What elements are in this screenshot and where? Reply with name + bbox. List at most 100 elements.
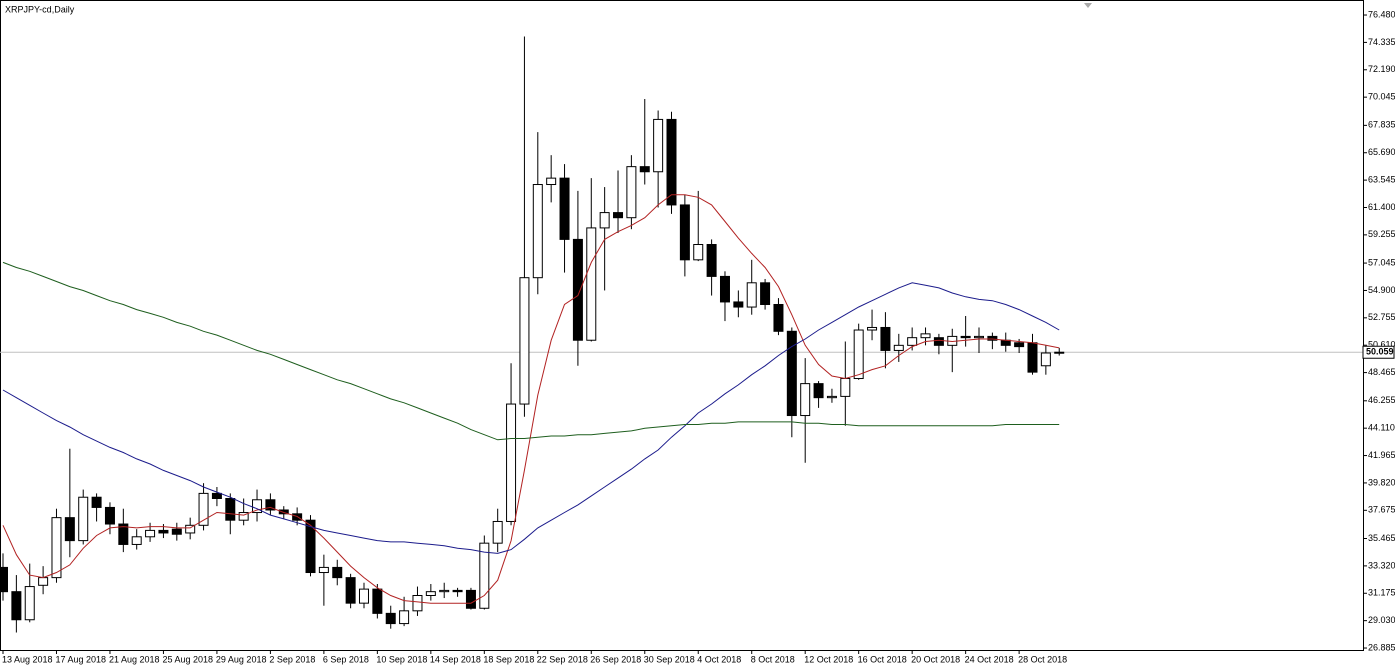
x-tick-label: 18 Sep 2018 — [483, 654, 534, 664]
y-tick-label: 72.190 — [1368, 64, 1395, 74]
candle-body — [131, 536, 142, 545]
candle-body — [693, 244, 704, 261]
x-tick-label: 30 Sep 2018 — [644, 654, 695, 664]
y-tick-label: 29.030 — [1368, 615, 1395, 625]
candle-body — [853, 329, 864, 380]
plot-frame — [0, 0, 1364, 651]
y-tick-label: 48.465 — [1368, 367, 1395, 377]
candle-body — [1054, 351, 1065, 354]
candle-body — [0, 566, 8, 593]
candle-body — [546, 177, 557, 186]
x-tick-label: 21 Aug 2018 — [109, 654, 160, 664]
candle-body — [385, 612, 396, 625]
y-tick-label: 44.110 — [1368, 423, 1395, 433]
y-tick-label: 61.400 — [1368, 202, 1395, 212]
x-tick-label: 13 Aug 2018 — [2, 654, 53, 664]
y-tick-label: 74.335 — [1368, 37, 1395, 47]
candle-body — [425, 591, 436, 597]
y-tick-label: 50.610 — [1368, 340, 1395, 350]
candle-body — [51, 517, 62, 579]
candle-body — [974, 335, 985, 339]
y-tick-label: 52.755 — [1368, 312, 1395, 322]
y-tick-label: 54.900 — [1368, 285, 1395, 295]
candle-body — [91, 496, 102, 508]
candle-body — [265, 499, 276, 511]
candle-body — [104, 506, 115, 525]
candle-body — [198, 492, 209, 526]
candle-body — [666, 118, 677, 206]
candle-body — [599, 212, 610, 229]
candle-body — [773, 303, 784, 332]
x-tick-label: 20 Oct 2018 — [911, 654, 960, 664]
x-tick-label: 4 Oct 2018 — [697, 654, 741, 664]
candle-body — [358, 588, 369, 604]
candle-body — [399, 610, 410, 625]
y-tick-label: 39.820 — [1368, 477, 1395, 487]
y-tick-label: 37.675 — [1368, 505, 1395, 515]
candle-body — [24, 586, 35, 621]
candle-body — [933, 337, 944, 346]
candle-body — [372, 588, 383, 614]
x-tick-label: 12 Oct 2018 — [804, 654, 853, 664]
candle-body — [760, 282, 771, 305]
candle-body — [613, 212, 624, 219]
candle-body — [987, 335, 998, 341]
x-tick-label: 10 Sep 2018 — [376, 654, 427, 664]
candle-body — [171, 528, 182, 535]
x-tick-label: 8 Oct 2018 — [751, 654, 795, 664]
y-tick-label: 46.255 — [1368, 395, 1395, 405]
x-tick-label: 29 Aug 2018 — [216, 654, 267, 664]
y-tick-label: 65.690 — [1368, 147, 1395, 157]
candle-body — [920, 333, 931, 339]
moving-average — [2, 282, 1060, 554]
candle-body — [1014, 342, 1025, 348]
candle-body — [960, 335, 971, 339]
candle-body — [11, 591, 22, 621]
candle-body — [826, 395, 837, 399]
candle-body — [586, 227, 597, 341]
candle-body — [679, 204, 690, 261]
y-tick-label: 26.885 — [1368, 642, 1395, 652]
candle-body — [318, 566, 329, 574]
y-tick-label: 76.480 — [1368, 9, 1395, 19]
x-tick-label: 16 Oct 2018 — [858, 654, 907, 664]
y-tick-label: 41.965 — [1368, 450, 1395, 460]
candle-body — [118, 523, 129, 545]
x-tick-label: 14 Sep 2018 — [430, 654, 481, 664]
candle-body — [64, 517, 75, 542]
candle-body — [332, 566, 343, 579]
candle-body — [158, 529, 169, 534]
candle-body — [305, 519, 316, 574]
candle-body — [719, 275, 730, 303]
candle-body — [907, 337, 918, 346]
candle-body — [492, 520, 503, 544]
x-tick-label: 28 Oct 2018 — [1018, 654, 1067, 664]
x-tick-label: 22 Sep 2018 — [537, 654, 588, 664]
last-price-box — [1362, 345, 1395, 359]
candle-body — [572, 238, 583, 341]
candle-body — [1040, 352, 1051, 367]
candle-body — [733, 301, 744, 308]
x-tick-label: 17 Aug 2018 — [55, 654, 106, 664]
candle-body — [211, 492, 222, 499]
candle-body — [813, 383, 824, 399]
x-tick-label: 25 Aug 2018 — [162, 654, 213, 664]
y-tick-label: 67.835 — [1368, 120, 1395, 130]
chart-title: XRPJPY-cd,Daily — [5, 4, 75, 14]
candle-body — [439, 589, 450, 593]
candle-body — [145, 529, 156, 538]
last-price-label: 50.059 — [1366, 347, 1394, 357]
candle-body — [653, 118, 664, 173]
candle-body — [185, 524, 196, 534]
candle-body — [465, 589, 476, 609]
candle-body — [412, 595, 423, 612]
candle-body — [893, 344, 904, 351]
candle-body — [506, 403, 517, 522]
x-tick-label: 24 Oct 2018 — [965, 654, 1014, 664]
candle-body — [639, 166, 650, 173]
y-tick-label: 33.320 — [1368, 560, 1395, 570]
candle-body — [880, 326, 891, 351]
candle-body — [559, 177, 570, 240]
candle-body — [238, 512, 249, 521]
